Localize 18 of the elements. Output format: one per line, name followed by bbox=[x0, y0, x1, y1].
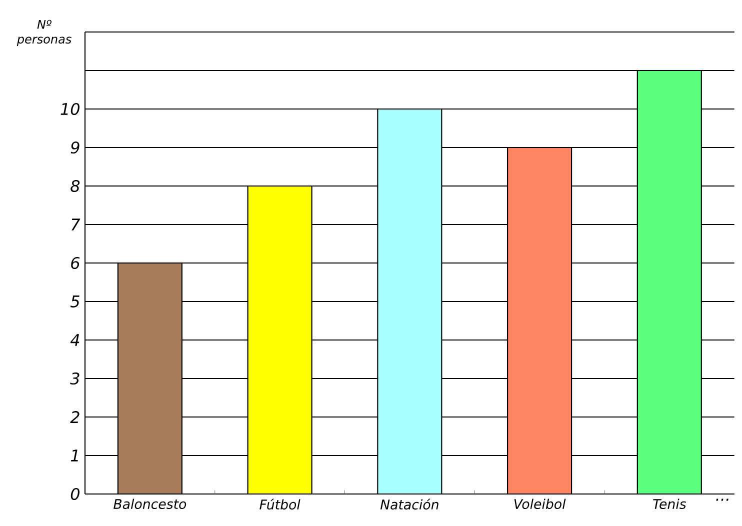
y-tick-label: 10 bbox=[60, 102, 80, 116]
x-tick-label: Fútbol bbox=[260, 498, 300, 510]
y-tick-label: 7 bbox=[72, 218, 80, 230]
y-tick-label: 9 bbox=[70, 141, 80, 154]
y-axis-title: Nº personas bbox=[16, 20, 72, 46]
y-tick-label: 6 bbox=[71, 256, 80, 270]
y-tick-label: 5 bbox=[70, 296, 80, 308]
y-tick-label: 8 bbox=[70, 180, 80, 192]
text: ··· bbox=[716, 498, 728, 501]
y-tick-label: 0 bbox=[70, 488, 80, 500]
y-tick-label: 1 bbox=[70, 450, 78, 462]
y-tick-label: 2 bbox=[70, 411, 80, 423]
x-tick-label: Baloncesto bbox=[114, 498, 186, 510]
y-tick-label: 3 bbox=[70, 372, 80, 385]
x-tick-label: Voleibol bbox=[514, 498, 566, 510]
x-tick-label: Tenis bbox=[653, 498, 686, 510]
x-tick-label: Natación bbox=[380, 498, 438, 510]
y-tick-label: 4 bbox=[70, 334, 80, 346]
